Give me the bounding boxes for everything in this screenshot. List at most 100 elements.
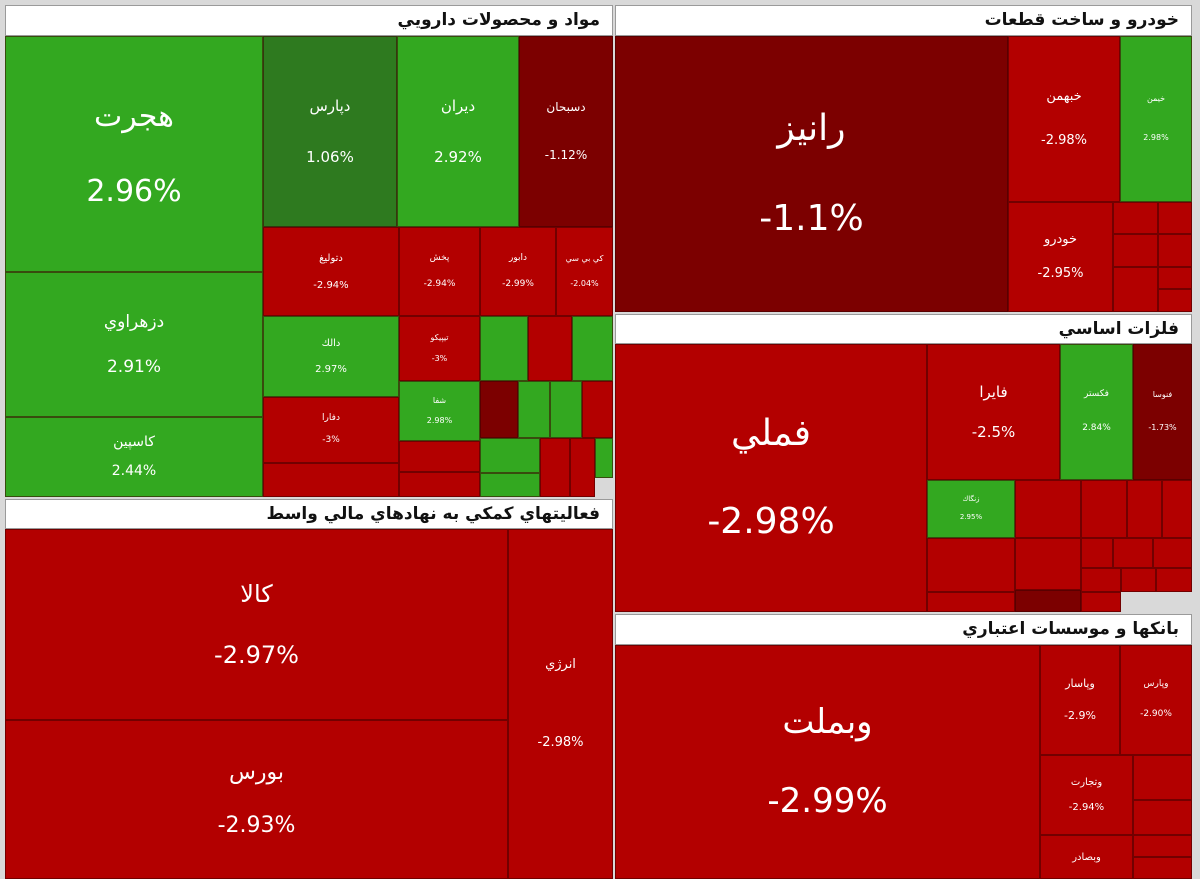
stock-tile: فنوسا -1.73% [1133, 344, 1192, 480]
stock-tile [1081, 568, 1121, 592]
stock-name: فنوسا [1152, 390, 1173, 400]
stock-name: فملي [731, 413, 811, 455]
stock-tile [1156, 568, 1192, 592]
stock-tile [570, 438, 595, 497]
stock-change: -1.1% [759, 198, 864, 239]
sector-title: بانکها و موسسات اعتباري [615, 614, 1192, 645]
stock-tile [1153, 538, 1192, 568]
stock-tile [1113, 202, 1158, 234]
stock-change: -2.99% [767, 781, 888, 821]
stock-tile [528, 316, 572, 381]
stock-change: -2.98% [707, 501, 835, 542]
stock-tile: دالك 2.97% [263, 316, 399, 397]
stock-tile [480, 438, 540, 473]
stock-tile: دفارا -3% [263, 397, 399, 463]
stock-name: کاسپين [113, 433, 155, 450]
stock-tile [595, 438, 613, 478]
stock-tile: زنگاك 2.95% [927, 480, 1015, 538]
stock-name: دسبحان [546, 100, 586, 115]
stock-name: انرژي [545, 657, 576, 673]
stock-tile [1081, 592, 1121, 612]
stock-change: -2.97% [214, 640, 299, 669]
stock-tile [1158, 234, 1192, 267]
sector-title: فلزات اساسي [615, 314, 1192, 344]
stock-tile [572, 316, 613, 381]
stock-tile [1158, 202, 1192, 234]
stock-tile [1081, 480, 1127, 538]
stock-tile [1015, 480, 1081, 538]
stock-name: رانيز [777, 108, 846, 150]
stock-tile [1133, 755, 1192, 800]
sector-title: خودرو و ساخت قطعات [615, 5, 1192, 36]
stock-tile [540, 438, 570, 497]
stock-tile: پخش -2.94% [399, 227, 480, 316]
stock-name: وبملت [782, 701, 873, 742]
stock-change: 2.91% [106, 356, 161, 377]
stock-tile: دابور -2.99% [480, 227, 556, 316]
stock-tile [480, 316, 528, 381]
stock-tile: کالا -2.97% [5, 529, 508, 720]
stock-tile [1133, 800, 1192, 835]
stock-tile: وبصادر [1040, 835, 1133, 879]
stock-change: -2.90% [1140, 709, 1172, 719]
stock-tile: وبملت -2.99% [615, 645, 1040, 879]
stock-tile: انرژي -2.98% [508, 529, 613, 879]
stock-name: دالك [321, 338, 341, 349]
stock-tile [399, 441, 480, 472]
stock-tile: فکستر 2.84% [1060, 344, 1133, 480]
stock-tile: شفا 2.98% [399, 381, 480, 441]
stock-name: بورس [229, 759, 284, 785]
stock-name: فکستر [1084, 389, 1109, 400]
stock-change: -2.94% [1068, 802, 1105, 813]
stock-change: -2.9% [1064, 709, 1096, 722]
stock-tile [1015, 538, 1081, 590]
stock-tile [263, 463, 399, 497]
stock-name: تيپيکو [430, 332, 449, 342]
stock-change: -2.99% [502, 278, 534, 289]
stock-tile: رانيز -1.1% [615, 36, 1008, 312]
stock-tile [1015, 590, 1081, 612]
stock-name: دفارا [322, 413, 340, 424]
stock-name: زنگاك [962, 495, 980, 504]
stock-name: فايرا [979, 382, 1008, 401]
stock-change: 2.92% [434, 147, 482, 166]
stock-name: خبهمن [1046, 88, 1082, 104]
stock-name: خودرو [1043, 231, 1078, 247]
stock-tile [1133, 835, 1192, 857]
stock-change: -2.94% [313, 279, 349, 291]
stock-tile [1158, 289, 1192, 312]
stock-tile [399, 472, 480, 497]
stock-name: دپارس [309, 97, 351, 115]
stock-tile [518, 381, 550, 438]
stock-change: -2.93% [217, 813, 296, 838]
stock-tile [1121, 568, 1156, 592]
stock-tile: بورس -2.93% [5, 720, 508, 879]
stock-tile [1113, 538, 1153, 568]
stock-tile: وتجارت -2.94% [1040, 755, 1133, 835]
stock-change: 2.98% [1143, 133, 1169, 142]
stock-change: -2.04% [570, 278, 599, 288]
stock-change: -2.94% [423, 278, 456, 289]
stock-tile: وپاسار -2.9% [1040, 645, 1120, 755]
stock-tile [1081, 538, 1113, 568]
stock-tile [1133, 857, 1192, 879]
stock-tile: دپارس 1.06% [263, 36, 397, 227]
stock-tile [550, 381, 582, 438]
stock-tile [1162, 480, 1192, 538]
stock-name: شفا [432, 395, 447, 405]
stock-name: وپارس [1143, 679, 1169, 690]
stock-name: وبصادر [1072, 851, 1101, 863]
stock-tile [1127, 480, 1162, 538]
stock-name: کي بي سي [565, 253, 604, 263]
stock-change: -1.12% [544, 147, 588, 162]
stock-tile: هجرت 2.96% [5, 36, 263, 272]
stock-change: 2.95% [959, 513, 983, 521]
stock-tile: ديران 2.92% [397, 36, 519, 227]
stock-name: دابور [508, 252, 527, 263]
stock-tile [480, 381, 518, 438]
stock-name: وتجارت [1070, 777, 1103, 788]
stock-name: پخش [429, 252, 450, 263]
stock-change: -3% [431, 353, 448, 363]
stock-tile [1113, 234, 1158, 267]
stock-tile: خبهمن -2.98% [1008, 36, 1120, 202]
